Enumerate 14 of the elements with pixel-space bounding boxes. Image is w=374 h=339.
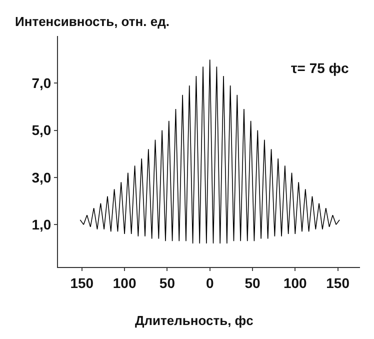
x-tick-label: 0 [206, 274, 214, 291]
y-tick-label: 7,0 [32, 75, 52, 92]
y-tick-label: 3,0 [32, 169, 52, 186]
annotation: τ= 75 фс [291, 60, 350, 76]
x-tick-label: 50 [159, 274, 176, 291]
x-axis-title: Длительность, фс [135, 313, 254, 328]
x-tick-label: 150 [326, 274, 350, 291]
x-tick-label: 100 [283, 274, 308, 291]
x-tick-label: 50 [244, 274, 261, 291]
y-axis-title: Интенсивность, отн. ед. [15, 14, 170, 29]
y-tick-label: 5,0 [32, 122, 52, 138]
x-tick-label: 100 [112, 274, 136, 291]
y-tick-label: 1,0 [32, 216, 52, 232]
x-tick-label: 150 [70, 274, 94, 291]
